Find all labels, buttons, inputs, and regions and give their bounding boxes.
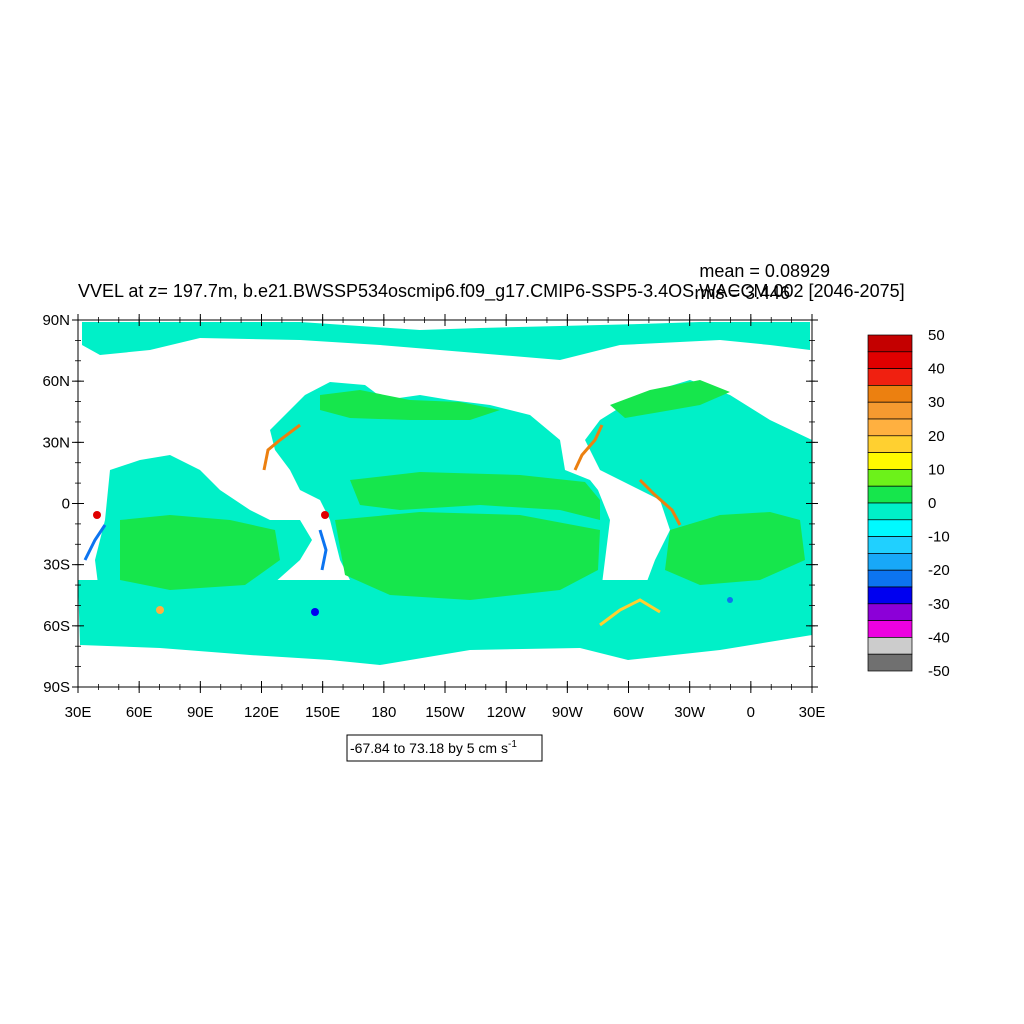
colorbar-swatch bbox=[867, 435, 913, 453]
lat-label: 30S bbox=[43, 557, 70, 574]
colorbar-label: 30 bbox=[928, 394, 945, 411]
north-pacific-green bbox=[320, 390, 500, 420]
brazil-current bbox=[638, 478, 682, 526]
ocean-field bbox=[78, 322, 812, 665]
colorbar-swatch bbox=[867, 452, 913, 470]
colorbar-swatch bbox=[867, 637, 913, 655]
contour-info-frame bbox=[346, 734, 543, 762]
colorbar-swatch bbox=[867, 469, 913, 487]
colorbar-swatch bbox=[867, 536, 913, 554]
map-panel: 90N 60N 30N 0 30S 60S 90S 30E 60E 90E 120E 150E 180… bbox=[42, 312, 825, 721]
colorbar-swatch bbox=[867, 603, 913, 621]
lat-label: 90N bbox=[42, 312, 70, 329]
lon-label: 60E bbox=[126, 704, 153, 721]
gulf-stream bbox=[573, 424, 604, 471]
lon-label: 150W bbox=[425, 704, 465, 721]
colorbar-label: -50 bbox=[928, 663, 950, 680]
rms-label: rms = 3.446 bbox=[694, 283, 790, 303]
south-atlantic-green bbox=[665, 512, 805, 585]
map-title: VVEL at z= 197.7m, b.e21.BWSSP534oscmip6… bbox=[78, 281, 905, 302]
lon-label: 150E bbox=[305, 704, 340, 721]
colorbar-swatch bbox=[867, 502, 913, 521]
contour-info-box: -67.84 to 73.18 by 5 cm s-1 bbox=[346, 734, 543, 762]
lon-label: 120E bbox=[244, 704, 279, 721]
colorbar-label: -10 bbox=[928, 529, 950, 546]
drake-passage-streak bbox=[599, 598, 661, 627]
colorbar-labels: 50 40 30 20 10 0 -10 -20 -30 -40 -50 bbox=[928, 327, 950, 680]
lon-label: 30W bbox=[674, 704, 706, 721]
colorbar-swatch bbox=[867, 586, 913, 605]
colorbar-swatch bbox=[867, 620, 913, 638]
south-indian-green bbox=[120, 515, 280, 590]
somali-jet-blob bbox=[93, 511, 101, 519]
agulhas-current bbox=[83, 524, 107, 561]
indonesia-blob bbox=[321, 511, 329, 519]
colorbar-label: 0 bbox=[928, 495, 936, 512]
colorbar-swatch bbox=[867, 418, 913, 437]
lon-label: 90W bbox=[552, 704, 584, 721]
contour-info-text: -67.84 to 73.18 by 5 cm s-1 bbox=[350, 739, 517, 756]
colorbar-swatch bbox=[867, 334, 913, 353]
colorbar bbox=[867, 334, 913, 672]
lon-label: 120W bbox=[487, 704, 527, 721]
latitude-labels: 90N 60N 30N 0 30S 60S 90S bbox=[42, 312, 70, 696]
pacific-equatorial-green bbox=[350, 472, 600, 520]
colorbar-swatch bbox=[867, 519, 913, 537]
contour-info-range: -67.84 to 73.18 by 5 cm s bbox=[350, 740, 508, 756]
colorbar-label: -20 bbox=[928, 562, 950, 579]
colorbar-label: -30 bbox=[928, 596, 950, 613]
southern-ocean bbox=[78, 580, 812, 665]
lat-label: 60S bbox=[43, 618, 70, 635]
south-pacific-green bbox=[335, 512, 600, 600]
lon-label: 90E bbox=[187, 704, 214, 721]
east-australian-current bbox=[318, 529, 328, 571]
colorbar-swatch bbox=[867, 351, 913, 369]
north-atlantic-green bbox=[610, 380, 730, 418]
colorbar-swatch bbox=[867, 485, 913, 504]
lon-label: 180 bbox=[371, 704, 396, 721]
lat-label: 0 bbox=[62, 496, 70, 513]
colorbar-label: 10 bbox=[928, 461, 945, 478]
lon-label: 30E bbox=[65, 704, 92, 721]
colorbar-label: 20 bbox=[928, 428, 945, 445]
axis-ticks bbox=[72, 314, 818, 693]
lon-label: 0 bbox=[747, 704, 755, 721]
boundary-currents bbox=[83, 423, 733, 627]
contour-info-unit-exponent: -1 bbox=[508, 739, 517, 750]
colorbar-label: 40 bbox=[928, 361, 945, 378]
colorbar-label: 50 bbox=[928, 327, 945, 344]
mean-label: mean = 0.08929 bbox=[699, 261, 830, 281]
arctic-ocean bbox=[82, 322, 810, 360]
southern-ocean-blob-1 bbox=[156, 606, 164, 614]
colorbar-swatch bbox=[867, 553, 913, 571]
lat-label: 30N bbox=[42, 434, 70, 451]
lat-label: 60N bbox=[42, 373, 70, 390]
longitude-labels: 30E 60E 90E 120E 150E 180 150W 120W 90W 60W 30W 0 30… bbox=[65, 704, 826, 721]
lon-label: 30E bbox=[799, 704, 826, 721]
kuroshio-current bbox=[262, 423, 301, 471]
colorbar-swatch bbox=[867, 569, 913, 588]
colorbar-label: -40 bbox=[928, 629, 950, 646]
colorbar-swatch bbox=[867, 653, 913, 672]
southern-ocean-blob-2 bbox=[311, 608, 319, 616]
colorbar-swatch bbox=[867, 401, 913, 420]
colorbar-swatch bbox=[867, 385, 913, 403]
southern-ocean-blob-3 bbox=[727, 597, 733, 603]
colorbar-swatch bbox=[867, 368, 913, 386]
lon-label: 60W bbox=[613, 704, 645, 721]
lat-label: 90S bbox=[43, 679, 70, 696]
